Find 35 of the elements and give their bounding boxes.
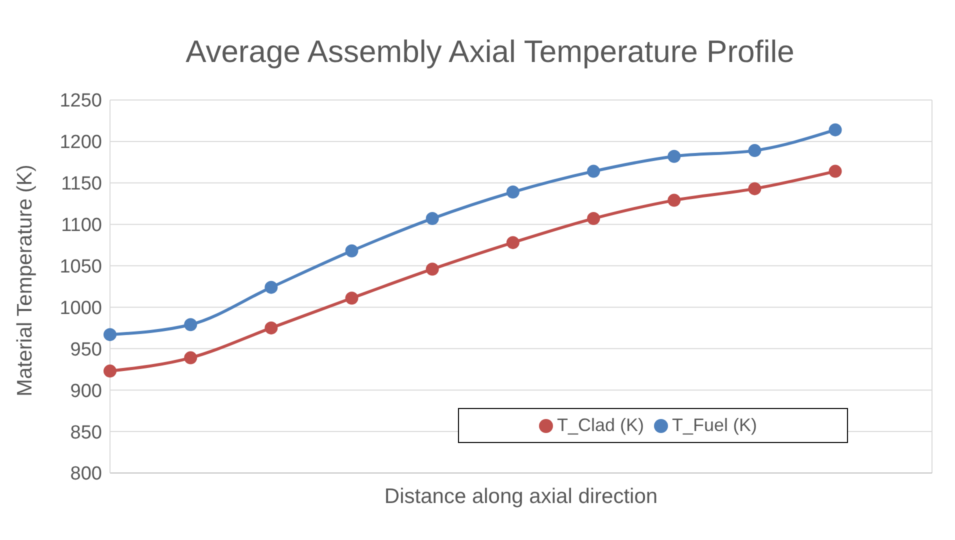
point bbox=[587, 212, 600, 226]
y-tick-label: 950 bbox=[70, 339, 102, 360]
point bbox=[748, 182, 762, 196]
y-tick-label: 850 bbox=[70, 422, 102, 444]
point bbox=[506, 186, 520, 199]
y-tick-label: 1150 bbox=[61, 174, 102, 195]
point bbox=[828, 123, 842, 136]
x-axis-title: Distance along axial direction bbox=[384, 485, 658, 508]
point bbox=[748, 144, 762, 158]
point bbox=[104, 328, 116, 342]
point bbox=[426, 212, 439, 226]
legend-label: T_Clad (K) bbox=[556, 415, 644, 435]
y-tick-label: 1200 bbox=[60, 132, 102, 154]
y-axis-title: Material Temperature (K) bbox=[13, 164, 36, 396]
y-tick-label: 1250 bbox=[60, 90, 102, 112]
point bbox=[104, 364, 116, 378]
y-tick-label: 800 bbox=[70, 464, 102, 485]
point bbox=[345, 244, 358, 258]
legend-label: T_Fuel (K) bbox=[672, 415, 758, 435]
point bbox=[668, 150, 681, 163]
point bbox=[184, 351, 198, 364]
point bbox=[345, 292, 358, 305]
point bbox=[587, 164, 600, 178]
point bbox=[184, 318, 198, 332]
y-tick-label: 1100 bbox=[61, 215, 102, 236]
point bbox=[506, 236, 520, 250]
point bbox=[668, 194, 681, 207]
point bbox=[264, 280, 278, 294]
point bbox=[426, 262, 439, 276]
chart-title: Average Assembly Axial Temperature Profile bbox=[184, 34, 796, 70]
point bbox=[828, 164, 842, 178]
y-tick-label: 1050 bbox=[60, 256, 102, 278]
y-tick-label: 1000 bbox=[60, 298, 102, 319]
y-tick-label: 900 bbox=[70, 380, 102, 402]
point bbox=[264, 321, 278, 334]
